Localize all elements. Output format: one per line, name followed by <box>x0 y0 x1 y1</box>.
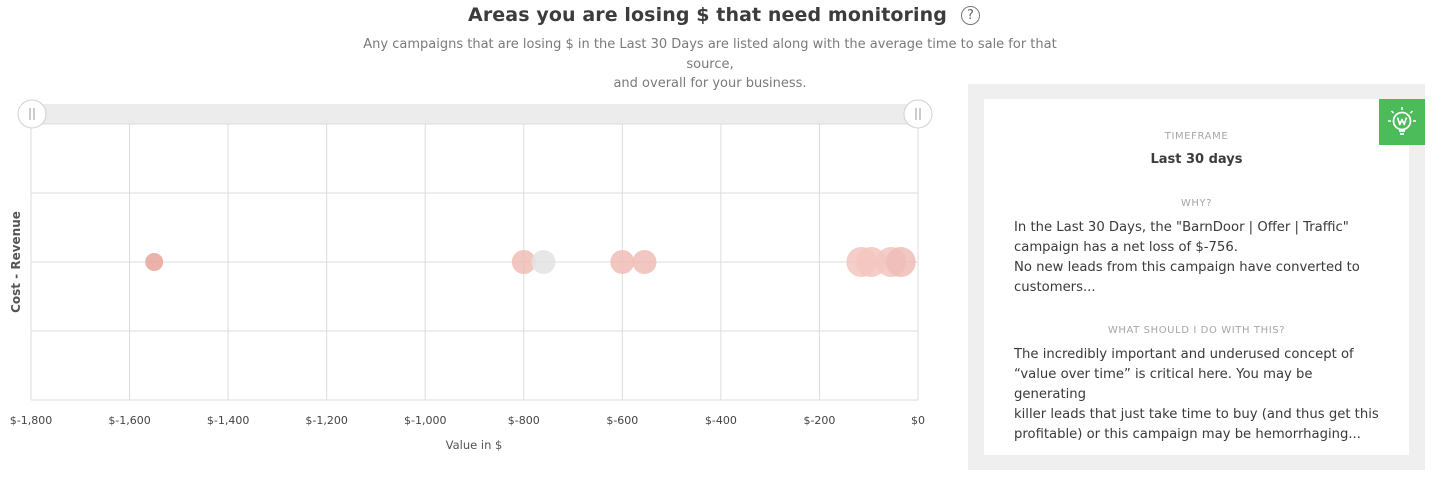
lightbulb-icon <box>1388 107 1416 135</box>
why-line-3: No new leads from this campaign have con… <box>1014 260 1360 275</box>
range-slider-right-handle[interactable] <box>903 99 933 129</box>
x-tick-label: $-1,200 <box>305 414 347 427</box>
scatter-chart: $-1,800 $-1,600 $-1,400 $-1,200 $-1,000 $-800… <box>9 99 933 452</box>
x-tick-label: $-1,600 <box>108 414 150 427</box>
x-tick-label: $-200 <box>803 414 835 427</box>
x-tick-label: $-1,000 <box>404 414 446 427</box>
insight-badge-button[interactable] <box>1379 99 1425 145</box>
title-row: Areas you are losing $ that need monitor… <box>0 4 1448 26</box>
grid-layer <box>30 123 919 401</box>
x-tick-label: $-600 <box>606 414 638 427</box>
x-axis-title: Value in $ <box>446 438 503 452</box>
data-point[interactable] <box>531 250 556 274</box>
what-text: The incredibly important and underused c… <box>1014 345 1384 445</box>
y-axis-title: Cost - Revenue <box>9 211 23 313</box>
range-slider-track[interactable] <box>31 104 918 124</box>
why-text: In the Last 30 Days, the "BarnDoor | Off… <box>1014 218 1384 298</box>
subtitle-line-1: Any campaigns that are losing $ in the L… <box>363 37 1057 72</box>
x-tick-label: $0 <box>911 414 925 427</box>
what-line-3: killer leads that just take time to buy … <box>1014 407 1379 422</box>
insight-card <box>984 99 1409 455</box>
why-line-2: campaign has a net loss of $-756. <box>1014 240 1238 255</box>
timeframe-label: TIMEFRAME <box>1164 131 1229 142</box>
what-line-4: profitable) or this campaign may be hemo… <box>1014 427 1361 442</box>
points-layer <box>145 247 916 277</box>
x-axis-ticks: $-1,800 $-1,600 $-1,400 $-1,200 $-1,000 $-800… <box>10 414 925 427</box>
data-point[interactable] <box>145 253 164 271</box>
x-tick-label: $-800 <box>508 414 540 427</box>
help-icon[interactable]: ? <box>960 5 980 25</box>
why-label: WHY? <box>1180 198 1213 209</box>
why-line-4: customers... <box>1014 280 1096 295</box>
range-slider-left-handle[interactable] <box>17 99 47 129</box>
data-point[interactable] <box>511 250 536 274</box>
x-tick-label: $-1,800 <box>10 414 52 427</box>
data-point[interactable] <box>632 250 657 274</box>
why-line-1: In the Last 30 Days, the "BarnDoor | Off… <box>1014 220 1349 235</box>
data-point[interactable] <box>610 250 635 274</box>
data-point[interactable] <box>885 247 916 277</box>
what-line-2: “value over time” is critical here. You … <box>1014 367 1313 402</box>
subtitle-line-2: and overall for your business. <box>613 76 807 91</box>
what-line-1: The incredibly important and underused c… <box>1014 347 1354 362</box>
what-label: WHAT SHOULD I DO WITH THIS? <box>1107 325 1286 336</box>
x-tick-label: $-400 <box>705 414 737 427</box>
page-subtitle: Any campaigns that are losing $ in the L… <box>340 35 1080 94</box>
x-tick-label: $-1,400 <box>207 414 249 427</box>
timeframe-value: Last 30 days <box>1150 152 1243 167</box>
page-title: Areas you are losing $ that need monitor… <box>468 4 947 26</box>
